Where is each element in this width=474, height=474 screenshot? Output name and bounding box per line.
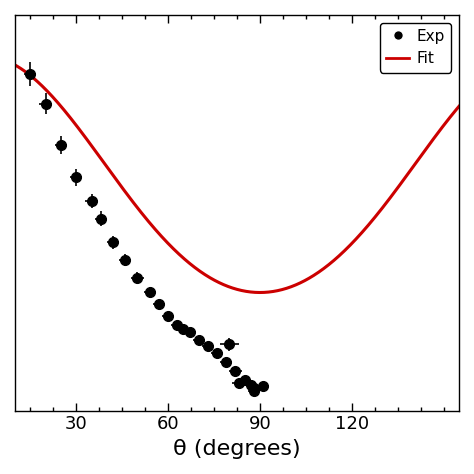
Legend: Exp, Fit: Exp, Fit [380, 23, 451, 73]
X-axis label: θ (degrees): θ (degrees) [173, 439, 301, 459]
